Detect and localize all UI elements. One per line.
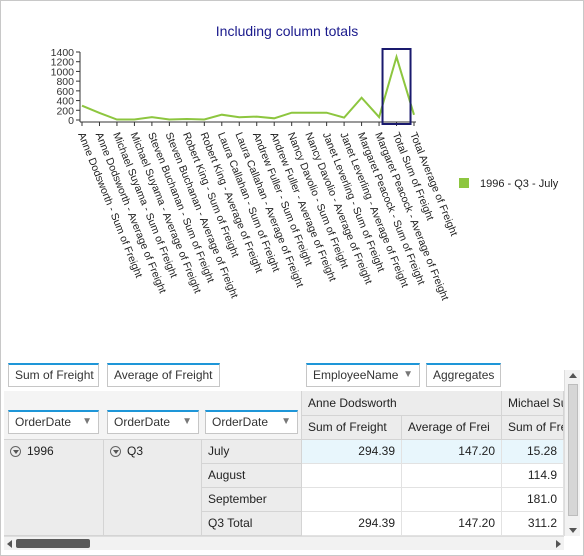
data-cell[interactable]: 294.39	[302, 512, 402, 536]
row-header-year[interactable]: 1996	[4, 440, 104, 536]
selection-highlight[interactable]	[381, 48, 412, 125]
y-tick-label: 1000	[51, 66, 75, 78]
sort-ascending-icon[interactable]	[359, 363, 367, 364]
row-field-order-date-year[interactable]: OrderDate ▼	[8, 410, 99, 434]
measure-name: Sum of Freight	[308, 420, 387, 434]
vertical-scroll-thumb[interactable]	[568, 384, 578, 516]
data-cell[interactable]	[402, 464, 502, 488]
chip-label: Aggregates	[433, 368, 495, 382]
data-cell[interactable]: 181.0	[502, 488, 564, 512]
measure-name: Sum of Fre	[508, 420, 564, 434]
row-field-order-date-quarter[interactable]: OrderDate ▼	[107, 410, 199, 434]
series-layer	[81, 48, 415, 125]
filter-icon[interactable]: ▼	[82, 416, 92, 427]
data-cell[interactable]: 114.9	[502, 464, 564, 488]
row-month-label: September	[208, 492, 267, 506]
horizontal-scroll-thumb[interactable]	[16, 539, 90, 548]
filter-icon[interactable]: ▼	[403, 369, 413, 380]
data-cell[interactable]: 147.20	[402, 440, 502, 464]
row-header-total[interactable]: Q3 Total	[202, 512, 302, 536]
row-quarter-label: Q3	[127, 444, 144, 458]
scroll-up-icon[interactable]	[569, 373, 577, 378]
row-month-label: August	[208, 468, 246, 482]
data-field-sum-of-freight[interactable]: Sum of Freight	[8, 363, 99, 387]
filter-icon[interactable]: ▼	[281, 416, 291, 427]
chip-label: OrderDate	[212, 415, 269, 429]
row-header-month[interactable]: July	[202, 440, 302, 464]
employee-name: Michael Su	[508, 396, 564, 410]
row-month-label: July	[208, 444, 230, 458]
y-tick-label: 1200	[51, 57, 75, 69]
row-header-quarter[interactable]: Q3	[104, 440, 202, 536]
y-tick-label: 800	[56, 76, 74, 88]
scroll-right-icon[interactable]	[556, 540, 561, 548]
legend: 1996 - Q3 - July	[459, 178, 559, 190]
column-header-measure[interactable]: Average of Frei	[402, 416, 502, 440]
chip-label: OrderDate	[15, 415, 72, 429]
y-tick-label: 200	[56, 105, 74, 117]
chip-label: EmployeeName	[313, 368, 399, 382]
data-cell[interactable]: 15.28	[502, 440, 564, 464]
y-tick-label: 600	[56, 86, 74, 98]
scroll-left-icon[interactable]	[7, 540, 12, 548]
y-tick-label: 400	[56, 96, 74, 108]
data-cell[interactable]: 294.39	[302, 440, 402, 464]
data-cell[interactable]	[402, 488, 502, 512]
measure-name: Average of Frei	[408, 420, 490, 434]
collapse-toggle-icon[interactable]	[10, 446, 21, 457]
row-year-label: 1996	[27, 444, 54, 458]
chip-label: OrderDate	[114, 415, 171, 429]
y-tick-label: 1400	[51, 47, 75, 59]
column-header-employee[interactable]: Anne Dodsworth	[302, 391, 502, 416]
row-total-label: Q3 Total	[208, 516, 253, 530]
pivot-grid: Sum of Freight Average of Freight Employ…	[4, 358, 582, 554]
y-tick-label: 0	[68, 115, 74, 127]
column-header-measure[interactable]: Sum of Freight	[302, 416, 402, 440]
column-field-employee-name[interactable]: EmployeeName ▼	[306, 363, 420, 387]
series-line	[81, 53, 415, 121]
sort-ascending-icon[interactable]	[50, 410, 58, 411]
chip-label: Average of Freight	[114, 368, 213, 382]
sort-ascending-icon[interactable]	[248, 410, 256, 411]
column-header-employee[interactable]: Michael Su	[502, 391, 564, 416]
column-header-measure[interactable]: Sum of Fre	[502, 416, 564, 440]
vertical-scrollbar[interactable]	[564, 370, 580, 536]
horizontal-scrollbar[interactable]	[4, 536, 564, 550]
row-header-month[interactable]: September	[202, 488, 302, 512]
data-cell[interactable]: 147.20	[402, 512, 502, 536]
line-chart: Including column totals 1400120010008006…	[51, 23, 559, 302]
employee-name: Anne Dodsworth	[308, 396, 397, 410]
chart-title: Including column totals	[216, 23, 358, 39]
collapse-toggle-icon[interactable]	[110, 446, 121, 457]
data-cell[interactable]	[302, 464, 402, 488]
scroll-down-icon[interactable]	[569, 528, 577, 533]
legend-label: 1996 - Q3 - July	[480, 178, 559, 190]
data-cell[interactable]	[302, 488, 402, 512]
chip-label: Sum of Freight	[15, 368, 94, 382]
data-field-average-of-freight[interactable]: Average of Freight	[107, 363, 220, 387]
row-header-month[interactable]: August	[202, 464, 302, 488]
column-field-aggregates[interactable]: Aggregates	[426, 363, 501, 387]
data-cell[interactable]: 311.2	[502, 512, 564, 536]
filter-icon[interactable]: ▼	[182, 416, 192, 427]
legend-swatch	[459, 178, 469, 188]
row-field-order-date-month[interactable]: OrderDate ▼	[205, 410, 298, 434]
sort-ascending-icon[interactable]	[149, 410, 157, 411]
